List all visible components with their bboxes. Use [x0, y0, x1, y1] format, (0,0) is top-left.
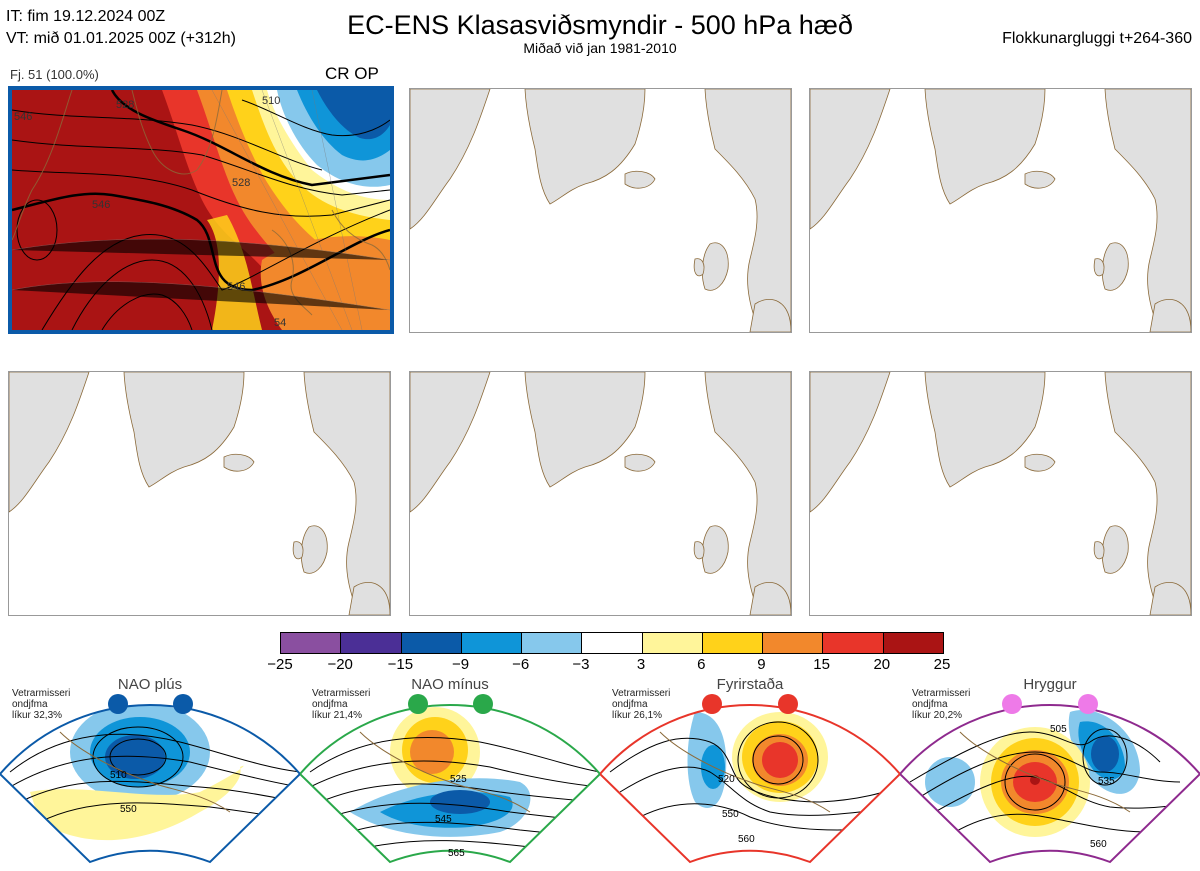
cluster-map-2[interactable]	[409, 88, 792, 333]
contour-label: 560	[738, 834, 755, 845]
colorbar-tick-label: 6	[697, 656, 706, 673]
regime-dot	[1002, 694, 1022, 714]
contour-label: 535	[1098, 776, 1115, 787]
colorbar-tick-label: 3	[636, 656, 646, 673]
land-outline	[410, 89, 791, 332]
member-count-label: Fj. 51 (100.0%)	[10, 67, 99, 82]
cluster-code-label: CR OP	[325, 64, 379, 83]
regime-dot	[408, 694, 428, 714]
colorbar-swatch	[702, 633, 764, 653]
colorbar-tick-label: −6	[512, 656, 530, 673]
colorbar-swatch	[582, 633, 643, 653]
colorbar-tick-label: 9	[757, 656, 766, 673]
contour-label: 545	[435, 814, 452, 825]
regime-title: Fyrirstaða	[716, 676, 784, 693]
contour-label: 565	[448, 848, 465, 859]
contour-label: 520	[718, 774, 735, 785]
contour-label: 525	[450, 774, 467, 785]
regime-dot	[702, 694, 722, 714]
regime-nao-minus[interactable]: 525 545 565 NAO mínus Vetrarmisseri ondjfma…	[300, 672, 600, 871]
colorbar-tick-label: −3	[572, 656, 590, 673]
land-outline	[9, 372, 390, 615]
contour-label: 510	[262, 95, 280, 107]
contour-label: 560	[1090, 839, 1107, 850]
colorbar-swatch	[281, 633, 342, 653]
regime-dot	[108, 694, 128, 714]
contour-label: 528	[116, 99, 134, 111]
regime-nao-plus[interactable]: 510 550 NAO plús Vetrarmisseri ondjfma líku…	[0, 672, 300, 871]
cluster-map-5[interactable]	[409, 371, 792, 616]
regime-note: Vetrarmisseri ondjfma líkur 21,4%	[312, 688, 371, 721]
cluster-map-4[interactable]	[8, 371, 391, 616]
contour-label: 510	[110, 770, 127, 781]
classification-window: Flokkunargluggi t+264-360	[1002, 30, 1192, 47]
colorbar-tick-label: 15	[813, 656, 830, 673]
regime-blocking[interactable]: 520 550 560 Fyrirstaða Vetrarmisseri ondjfm…	[600, 672, 900, 871]
regime-title: Hryggur	[1023, 676, 1077, 693]
colorbar-swatch	[461, 633, 523, 653]
regime-dot	[1078, 694, 1098, 714]
land-outline	[410, 372, 791, 615]
colorbar-tick-label: −9	[451, 656, 470, 673]
cluster-map-1[interactable]: 546 528 510 546 546 54 528	[8, 86, 394, 334]
cluster-map-6[interactable]	[809, 371, 1192, 616]
header-info: IT: fim 19.12.2024 00Z VT: mið 01.01.202…	[6, 6, 236, 50]
page-title: EC-ENS Klasasviðsmyndir - 500 hPa hæð	[347, 10, 853, 40]
regime-ridge[interactable]: 505 535 560 Hryggur Vetrarmisseri ondjfma lí…	[900, 672, 1200, 871]
colorbar-swatch	[883, 633, 943, 653]
colorbar-tick-label: −20	[327, 656, 353, 673]
contour-label: 54	[274, 317, 286, 329]
cluster-map-3[interactable]	[809, 88, 1192, 333]
contour-label: 546	[92, 199, 110, 211]
contour-label: 528	[232, 177, 250, 189]
anomaly-field: 546 528 510 546 546 54 528	[12, 90, 390, 330]
contour-label: 546	[14, 111, 32, 123]
colorbar-tick-label: 20	[873, 656, 891, 673]
regime-title: NAO mínus	[411, 676, 489, 693]
regime-dot	[473, 694, 493, 714]
land-outline	[810, 89, 1191, 332]
colorbar-swatch	[401, 633, 462, 653]
regime-dot	[173, 694, 193, 714]
contour-label: 550	[120, 804, 137, 815]
regime-note: Vetrarmisseri ondjfma líkur 32,3%	[12, 688, 71, 721]
regime-note: Vetrarmisseri ondjfma líkur 20,2%	[912, 688, 971, 721]
land-outline	[810, 372, 1191, 615]
colorbar-ticks: −25 −20 −15 −9 −6 −3 3 6 9 15 20 25	[252, 656, 970, 674]
valid-time: VT: mið 01.01.2025 00Z (+312h)	[6, 30, 236, 47]
colorbar-swatch	[823, 633, 884, 653]
contour-label: 505	[1050, 724, 1067, 735]
contour-label: 550	[722, 809, 739, 820]
regime-title: NAO plús	[117, 676, 183, 693]
anomaly-colorbar	[280, 632, 944, 654]
colorbar-tick-label: −25	[267, 656, 293, 673]
page-subtitle: Miðað við jan 1981-2010	[523, 40, 677, 56]
regime-note: Vetrarmisseri ondjfma líkur 26,1%	[612, 688, 671, 721]
colorbar-swatch	[763, 633, 824, 653]
regime-dot	[778, 694, 798, 714]
colorbar-swatch	[642, 633, 703, 653]
colorbar-tick-label: 25	[933, 656, 951, 673]
initial-time: IT: fim 19.12.2024 00Z	[6, 8, 166, 25]
colorbar-swatch	[341, 633, 402, 653]
colorbar-swatch	[522, 633, 583, 653]
colorbar-tick-label: −15	[387, 656, 414, 673]
